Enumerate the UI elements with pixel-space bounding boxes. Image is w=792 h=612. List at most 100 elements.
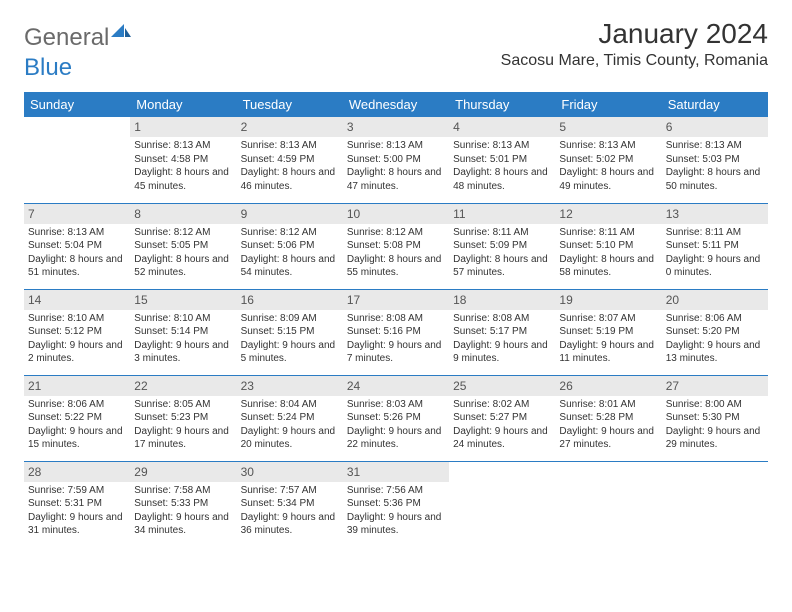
sunrise-text: Sunrise: 8:12 AM <box>134 226 232 240</box>
day-number: 2 <box>237 117 343 137</box>
sunrise-text: Sunrise: 8:12 AM <box>241 226 339 240</box>
logo-text-blue: Blue <box>24 54 72 82</box>
logo: General <box>24 18 131 58</box>
calendar-day-cell: 7Sunrise: 8:13 AMSunset: 5:04 PMDaylight… <box>24 203 130 289</box>
calendar-day-cell: 30Sunrise: 7:57 AMSunset: 5:34 PMDayligh… <box>237 461 343 544</box>
sunset-text: Sunset: 5:33 PM <box>134 497 232 511</box>
calendar-day-cell: 22Sunrise: 8:05 AMSunset: 5:23 PMDayligh… <box>130 375 236 461</box>
sunset-text: Sunset: 5:23 PM <box>134 411 232 425</box>
daylight-text: Daylight: 8 hours and 50 minutes. <box>666 166 764 193</box>
day-number: 29 <box>130 462 236 482</box>
daylight-text: Daylight: 9 hours and 13 minutes. <box>666 339 764 366</box>
daylight-text: Daylight: 8 hours and 45 minutes. <box>134 166 232 193</box>
daylight-text: Daylight: 9 hours and 29 minutes. <box>666 425 764 452</box>
daylight-text: Daylight: 9 hours and 24 minutes. <box>453 425 551 452</box>
sunset-text: Sunset: 5:02 PM <box>559 153 657 167</box>
daylight-text: Daylight: 9 hours and 39 minutes. <box>347 511 445 538</box>
calendar-day-cell: 12Sunrise: 8:11 AMSunset: 5:10 PMDayligh… <box>555 203 661 289</box>
day-number: 31 <box>343 462 449 482</box>
daylight-text: Daylight: 9 hours and 15 minutes. <box>28 425 126 452</box>
sunrise-text: Sunrise: 8:11 AM <box>453 226 551 240</box>
sunrise-text: Sunrise: 8:10 AM <box>28 312 126 326</box>
daylight-text: Daylight: 8 hours and 57 minutes. <box>453 253 551 280</box>
sunset-text: Sunset: 5:27 PM <box>453 411 551 425</box>
daylight-text: Daylight: 9 hours and 11 minutes. <box>559 339 657 366</box>
sunset-text: Sunset: 5:11 PM <box>666 239 764 253</box>
dow-wednesday: Wednesday <box>343 92 449 117</box>
daylight-text: Daylight: 9 hours and 5 minutes. <box>241 339 339 366</box>
calendar-day-cell: 9Sunrise: 8:12 AMSunset: 5:06 PMDaylight… <box>237 203 343 289</box>
calendar-day-cell: 14 Sunrise: 8:10 AMSunset: 5:12 PMDayligh… <box>24 289 130 375</box>
daylight-text: Daylight: 9 hours and 22 minutes. <box>347 425 445 452</box>
day-number: 17 <box>343 290 449 310</box>
daylight-text: Daylight: 8 hours and 49 minutes. <box>559 166 657 193</box>
daylight-text: Daylight: 8 hours and 47 minutes. <box>347 166 445 193</box>
sunrise-text: Sunrise: 8:01 AM <box>559 398 657 412</box>
dow-thursday: Thursday <box>449 92 555 117</box>
sunrise-text: Sunrise: 8:13 AM <box>134 139 232 153</box>
day-number: 14 <box>24 290 130 310</box>
calendar-week-row: 28Sunrise: 7:59 AMSunset: 5:31 PMDayligh… <box>24 461 768 544</box>
calendar-day-cell: 5Sunrise: 8:13 AMSunset: 5:02 PMDaylight… <box>555 117 661 203</box>
sunset-text: Sunset: 5:20 PM <box>666 325 764 339</box>
day-number: 24 <box>343 376 449 396</box>
dow-friday: Friday <box>555 92 661 117</box>
daylight-text: Daylight: 9 hours and 2 minutes. <box>28 339 126 366</box>
sunrise-text: Sunrise: 8:04 AM <box>241 398 339 412</box>
sunset-text: Sunset: 5:26 PM <box>347 411 445 425</box>
sunrise-text: Sunrise: 8:06 AM <box>666 312 764 326</box>
daylight-text: Daylight: 8 hours and 51 minutes. <box>28 253 126 280</box>
calendar-day-cell <box>24 117 130 203</box>
dow-header-row: Sunday Monday Tuesday Wednesday Thursday… <box>24 92 768 117</box>
calendar-day-cell: 21Sunrise: 8:06 AMSunset: 5:22 PMDayligh… <box>24 375 130 461</box>
sunset-text: Sunset: 5:08 PM <box>347 239 445 253</box>
sunset-text: Sunset: 5:30 PM <box>666 411 764 425</box>
calendar-day-cell <box>662 461 768 544</box>
day-number: 8 <box>130 204 236 224</box>
sunset-text: Sunset: 5:05 PM <box>134 239 232 253</box>
day-number: 15 <box>130 290 236 310</box>
calendar-day-cell: 18Sunrise: 8:08 AMSunset: 5:17 PMDayligh… <box>449 289 555 375</box>
daylight-text: Daylight: 9 hours and 20 minutes. <box>241 425 339 452</box>
calendar-day-cell: 31Sunrise: 7:56 AMSunset: 5:36 PMDayligh… <box>343 461 449 544</box>
sunrise-text: Sunrise: 8:02 AM <box>453 398 551 412</box>
day-number: 21 <box>24 376 130 396</box>
sunrise-text: Sunrise: 7:57 AM <box>241 484 339 498</box>
sunset-text: Sunset: 5:03 PM <box>666 153 764 167</box>
daylight-text: Daylight: 8 hours and 55 minutes. <box>347 253 445 280</box>
day-number: 10 <box>343 204 449 224</box>
calendar-day-cell: 23Sunrise: 8:04 AMSunset: 5:24 PMDayligh… <box>237 375 343 461</box>
sunrise-text: Sunrise: 7:58 AM <box>134 484 232 498</box>
sunset-text: Sunset: 5:12 PM <box>28 325 126 339</box>
sunrise-text: Sunrise: 8:11 AM <box>559 226 657 240</box>
sunrise-text: Sunrise: 8:09 AM <box>241 312 339 326</box>
sunrise-text: Sunrise: 8:05 AM <box>134 398 232 412</box>
month-title: January 2024 <box>501 18 768 50</box>
calendar-day-cell: 28Sunrise: 7:59 AMSunset: 5:31 PMDayligh… <box>24 461 130 544</box>
sunrise-text: Sunrise: 8:07 AM <box>559 312 657 326</box>
day-number: 6 <box>662 117 768 137</box>
sunrise-text: Sunrise: 8:10 AM <box>134 312 232 326</box>
location-text: Sacosu Mare, Timis County, Romania <box>501 52 768 70</box>
daylight-text: Daylight: 9 hours and 31 minutes. <box>28 511 126 538</box>
sunrise-text: Sunrise: 8:06 AM <box>28 398 126 412</box>
sunset-text: Sunset: 5:36 PM <box>347 497 445 511</box>
calendar-week-row: 14Sunrise: 8:10 AMSunset: 5:12 PMDayligh… <box>24 289 768 375</box>
sunrise-text: Sunrise: 8:03 AM <box>347 398 445 412</box>
calendar-table: Sunday Monday Tuesday Wednesday Thursday… <box>24 92 768 544</box>
sunrise-text: Sunrise: 8:08 AM <box>347 312 445 326</box>
calendar-day-cell: 10Sunrise: 8:12 AMSunset: 5:08 PMDayligh… <box>343 203 449 289</box>
sunset-text: Sunset: 5:04 PM <box>28 239 126 253</box>
sunset-text: Sunset: 5:17 PM <box>453 325 551 339</box>
sunset-text: Sunset: 5:09 PM <box>453 239 551 253</box>
daylight-text: Daylight: 8 hours and 46 minutes. <box>241 166 339 193</box>
day-number: 23 <box>237 376 343 396</box>
day-number: 30 <box>237 462 343 482</box>
sunrise-text: Sunrise: 8:13 AM <box>666 139 764 153</box>
calendar-day-cell: 19Sunrise: 8:07 AMSunset: 5:19 PMDayligh… <box>555 289 661 375</box>
calendar-day-cell: 24 Sunrise: 8:03 AMSunset: 5:26 PMDayligh… <box>343 375 449 461</box>
calendar-day-cell: 8Sunrise: 8:12 AMSunset: 5:05 PMDaylight… <box>130 203 236 289</box>
calendar-day-cell: 1Sunrise: 8:13 AMSunset: 4:58 PMDaylight… <box>130 117 236 203</box>
sunset-text: Sunset: 5:16 PM <box>347 325 445 339</box>
daylight-text: Daylight: 8 hours and 48 minutes. <box>453 166 551 193</box>
